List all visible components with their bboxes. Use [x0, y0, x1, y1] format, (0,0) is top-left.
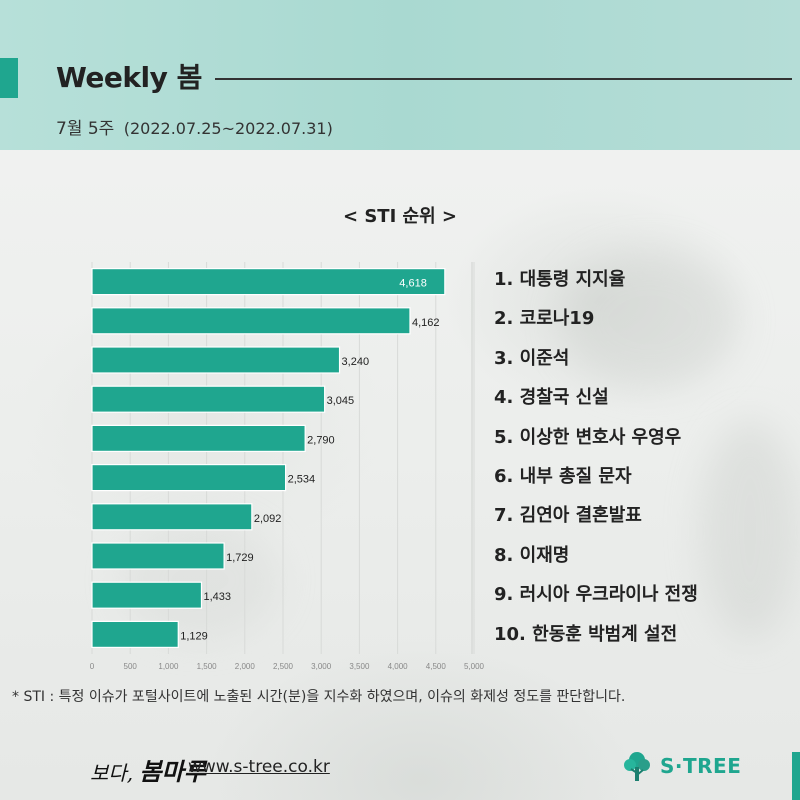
- ranking-item: 7. 김연아 결혼발표: [494, 505, 642, 527]
- page-title: Weekly 봄: [56, 61, 202, 94]
- header-accent-bar: [0, 58, 18, 98]
- x-tick-label: 0: [90, 662, 95, 671]
- bar-9: [91, 581, 203, 609]
- title-rule: [215, 78, 792, 80]
- bar-4: [91, 385, 326, 413]
- sti-footnote: * STI : 특정 이슈가 포털사이트에 노출된 시간(분)을 지수화 하였으…: [12, 689, 626, 705]
- bar-8: [91, 542, 225, 570]
- x-tick-label: 1,000: [158, 662, 179, 671]
- week-label: 7월 5주: [56, 119, 115, 139]
- chart-bars: [91, 268, 446, 649]
- bar-6: [91, 464, 287, 492]
- bar-3: [91, 346, 341, 374]
- value-label-4: 3,045: [327, 395, 355, 407]
- background-blur: [560, 250, 740, 390]
- x-tick-label: 500: [124, 662, 138, 671]
- value-label-1: 4,618: [399, 278, 427, 290]
- header-band: [0, 0, 800, 150]
- x-tick-label: 4,500: [426, 662, 447, 671]
- brand-name: 봄마루: [139, 757, 206, 786]
- date-range: (2022.07.25~2022.07.31): [123, 119, 333, 138]
- value-label-3: 3,240: [342, 356, 370, 368]
- x-tick-label: 4,000: [388, 662, 409, 671]
- x-tick-label: 3,000: [311, 662, 332, 671]
- value-label-10: 1,129: [180, 630, 208, 642]
- value-label-6: 2,534: [288, 474, 316, 486]
- x-tick-label: 3,500: [349, 662, 370, 671]
- bar-1: [91, 268, 446, 296]
- ranking-list: 1. 대통령 지지율 2. 코로나19 3. 이준석 4. 경찰국 신설 5. …: [494, 262, 698, 656]
- bar-2: [91, 307, 411, 335]
- x-tick-label: 5,000: [464, 662, 485, 671]
- x-tick-label: 2,500: [273, 662, 294, 671]
- background-blur: [120, 520, 280, 640]
- x-tick-label: 2,000: [235, 662, 256, 671]
- chart-x-ticks: 0 500 1,000 1,500 2,000 2,500 3,000 3,500 4,000 4…: [90, 662, 485, 671]
- brand-prefix: 보다,: [90, 761, 134, 785]
- value-label-7: 2,092: [254, 513, 282, 525]
- ranking-item: 6. 내부 총질 문자: [494, 465, 632, 487]
- bar-7: [91, 503, 253, 531]
- chart-value-labels: 4,618 4,162 3,240 3,045 2,790 2,534 2,092 1,729…: [180, 278, 439, 643]
- ranking-item: 5. 이상한 변호사 우영우: [494, 426, 682, 448]
- bar-10: [91, 620, 179, 649]
- stree-logo: S·TREE: [622, 748, 741, 784]
- ranking-item: 8. 이재명: [494, 544, 570, 566]
- corner-accent-bar: [792, 752, 800, 800]
- ranking-item: 4. 경찰국 신설: [494, 387, 609, 409]
- background-blur: [700, 420, 800, 640]
- value-label-5: 2,790: [307, 434, 335, 446]
- ranking-item: 9. 러시아 우크라이나 전쟁: [494, 584, 698, 606]
- tree-logo-icon: [624, 752, 650, 781]
- ranking-item: 2. 코로나19: [494, 308, 595, 330]
- chart-title: < STI 순위 >: [342, 206, 458, 227]
- ranking-item: 3. 이준석: [494, 347, 570, 369]
- value-label-9: 1,433: [203, 591, 231, 603]
- bar-5: [91, 424, 306, 452]
- website-link[interactable]: www.s-tree.co.kr: [188, 757, 330, 777]
- value-label-2: 4,162: [412, 317, 440, 329]
- x-tick-label: 1,500: [197, 662, 218, 671]
- brand-signature: 보다, 봄마루: [90, 752, 206, 787]
- ranking-item: 10. 한동훈 박범계 설전: [494, 623, 678, 645]
- value-label-8: 1,729: [226, 552, 254, 564]
- logo-text: S·TREE: [660, 754, 742, 778]
- week-subtitle: 7월 5주 (2022.07.25~2022.07.31): [56, 114, 333, 139]
- ranking-item: 1. 대통령 지지율: [494, 269, 626, 290]
